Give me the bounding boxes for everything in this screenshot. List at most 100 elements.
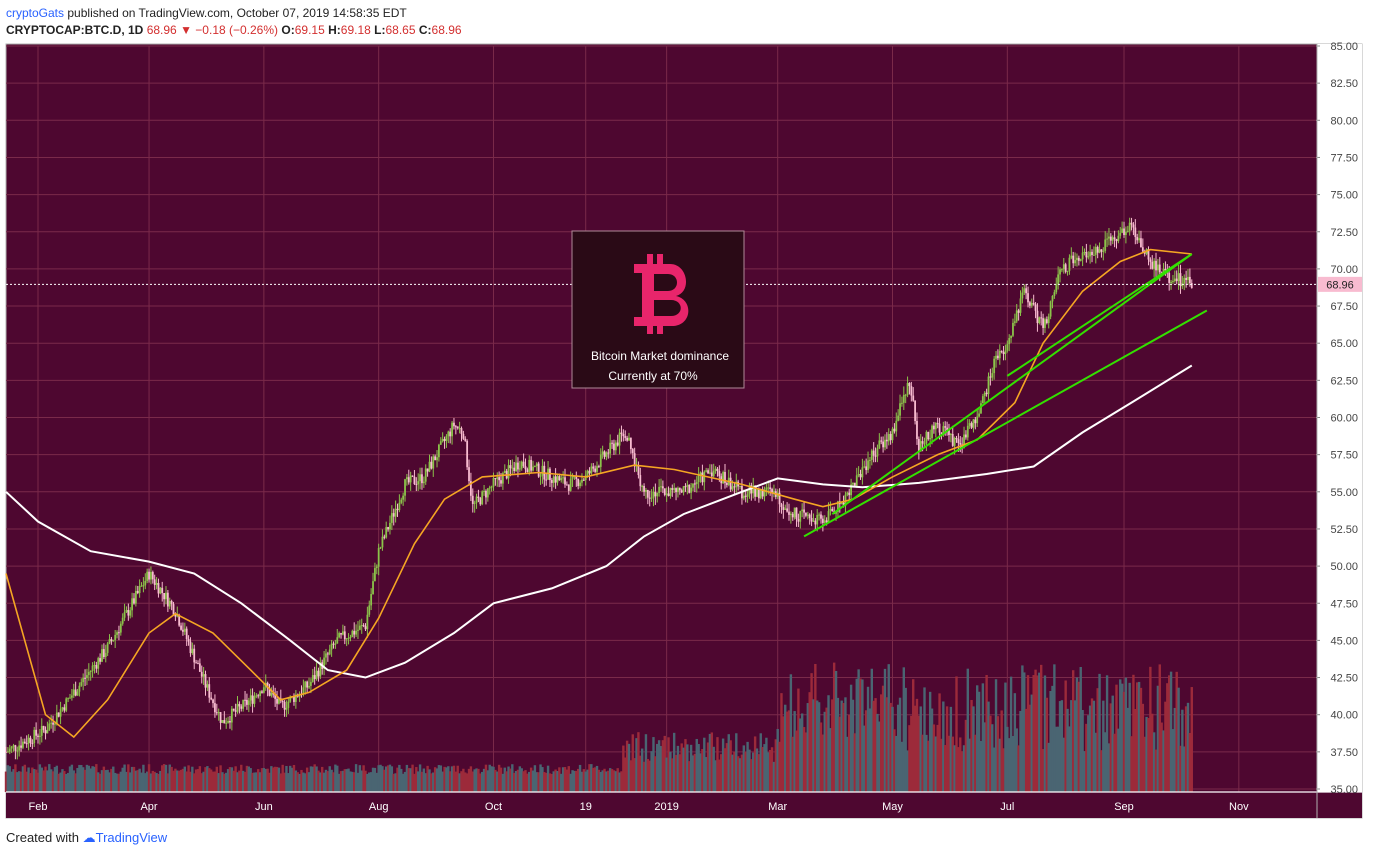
volume-bar [996, 716, 1000, 792]
volume-bar [624, 757, 627, 792]
candle-body [581, 479, 583, 483]
volume-bar [65, 773, 68, 792]
volume-bar [689, 744, 693, 792]
volume-bar [767, 752, 770, 792]
volume-bar [1175, 671, 1178, 792]
candle-body [379, 547, 382, 549]
candle-body [552, 476, 555, 483]
volume-bar [1055, 726, 1058, 792]
volume-bar [247, 766, 251, 792]
candle-body [387, 527, 389, 530]
volume-bar [360, 770, 363, 792]
candle-body [1017, 310, 1020, 313]
candle-body [910, 386, 913, 396]
candle-body [987, 376, 990, 395]
candle-body [445, 436, 448, 442]
volume-bar [682, 747, 685, 792]
candle-body [940, 432, 943, 435]
candle-body [842, 502, 845, 506]
change-value: −0.18 (−0.26%) [195, 23, 279, 37]
volume-bar [561, 767, 565, 792]
volume-bar [1098, 673, 1101, 792]
candle-body [1049, 301, 1052, 317]
volume-bar [539, 764, 542, 792]
candle-body [972, 419, 975, 428]
candle-body [901, 402, 903, 404]
volume-bar [563, 767, 567, 792]
candle-body [710, 472, 713, 477]
tradingview-logo-icon: ☁ [82, 830, 96, 845]
volume-bar [599, 771, 602, 792]
volume-bar [281, 764, 284, 792]
volume-bar [686, 744, 689, 792]
volume-bar [1060, 700, 1064, 792]
candle-body [225, 722, 228, 724]
tradingview-link[interactable]: TradingView [95, 830, 168, 845]
volume-bar [1002, 748, 1005, 792]
candle-body [219, 712, 222, 723]
volume-bar [34, 769, 38, 792]
symbol-label[interactable]: CRYPTOCAP:BTC.D, 1D [6, 23, 144, 37]
volume-bar [731, 754, 734, 792]
volume-bar [512, 772, 516, 792]
candle-body [829, 508, 832, 512]
candle-body [725, 482, 728, 485]
candle-body [575, 476, 578, 479]
candle-body [978, 413, 980, 417]
candle-body [592, 466, 595, 469]
volume-bar [490, 766, 493, 792]
candle-body [1162, 268, 1165, 274]
volume-bar [1184, 706, 1188, 792]
candle-body [1047, 316, 1050, 324]
candle-body [560, 478, 563, 481]
volume-bar [1183, 746, 1186, 792]
candle-body [827, 511, 830, 523]
candle-body [705, 470, 708, 472]
volume-bar [620, 771, 623, 792]
volume-bar [680, 743, 683, 792]
author-link[interactable]: cryptoGats [6, 6, 65, 20]
volume-bar [1158, 664, 1161, 792]
volume-bar [735, 733, 738, 792]
volume-bar [66, 772, 70, 792]
candle-body [5, 751, 7, 753]
x-tick-label: Nov [1229, 801, 1249, 813]
candle-body [65, 698, 68, 711]
candle-body [1055, 284, 1058, 293]
volume-bar [578, 764, 582, 792]
candle-body [618, 432, 621, 446]
volume-bar [129, 772, 132, 792]
volume-bar [1088, 705, 1092, 792]
volume-bar [371, 767, 375, 792]
candle-body [197, 663, 199, 665]
candle-body [193, 648, 196, 663]
volume-bar [772, 761, 776, 792]
candle-body [631, 449, 634, 454]
candle-body [413, 476, 416, 485]
volume-bar [1147, 717, 1150, 792]
volume-bar [770, 747, 774, 792]
volume-bar [488, 764, 491, 792]
x-axis[interactable]: Feb Apr Jun Aug Oct 19 2019 Mar May Jul Sep Nov [29, 801, 1250, 813]
candle-body [923, 443, 926, 445]
volume-bar [49, 769, 53, 792]
volume-bar [656, 743, 659, 792]
volume-bar [369, 772, 373, 792]
y-tick-label: 80.00 [1330, 115, 1358, 127]
volume-bar [725, 743, 729, 792]
candle-body [515, 462, 517, 472]
volume-bar [1120, 683, 1124, 792]
volume-bar [1090, 698, 1094, 792]
y-axis[interactable]: 85.00 82.50 80.00 77.50 75.00 72.50 70.00 67.50… [1316, 41, 1362, 818]
volume-bar [927, 740, 930, 792]
candle-body [693, 483, 696, 485]
candle-body [938, 423, 941, 433]
volume-bar [550, 773, 554, 792]
volume-bar [262, 767, 266, 792]
candle-body [310, 681, 312, 686]
volume-bar [1043, 675, 1047, 792]
volume-bar [294, 770, 298, 792]
volume-bar [198, 766, 202, 792]
volume-bar [234, 766, 237, 792]
